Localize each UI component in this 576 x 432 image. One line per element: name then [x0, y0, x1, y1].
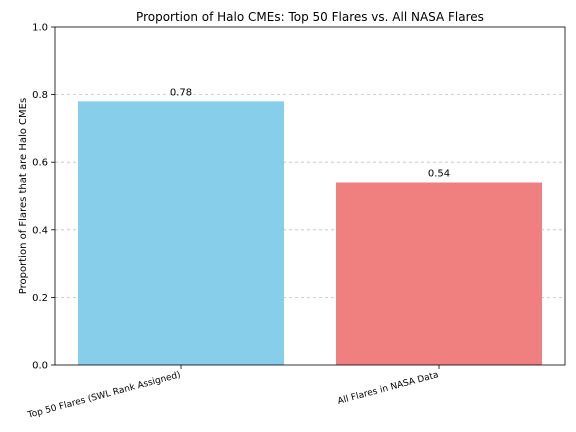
bars [78, 101, 542, 366]
bar [336, 182, 542, 365]
bar-value-label: 0.54 [428, 168, 450, 179]
y-tick-label: 0.4 [32, 225, 48, 236]
chart-title: Proportion of Halo CMEs: Top 50 Flares v… [136, 10, 484, 24]
y-tick-label: 0.0 [32, 361, 48, 372]
y-tick-label: 0.2 [32, 293, 48, 304]
x-tick-label: All Flares in NASA Data [337, 370, 440, 407]
y-tick-label: 1.0 [32, 23, 48, 34]
data-labels: 0.78 0.54 [170, 87, 450, 179]
plot-frame [54, 26, 566, 366]
x-axis-ticks: Top 50 Flares (SWL Rank Assigned) All Fla… [26, 365, 440, 421]
bar [78, 101, 284, 366]
y-axis-ticks: 0.0 0.2 0.4 0.6 0.8 1.0 [32, 23, 55, 372]
y-tick-label: 0.6 [32, 158, 48, 169]
y-tick-label: 0.8 [32, 90, 48, 101]
y-axis-label: Proportion of Flares that are Halo CMEs [18, 98, 29, 294]
x-tick-label: Top 50 Flares (SWL Rank Assigned) [26, 370, 182, 421]
bar-value-label: 0.78 [170, 87, 192, 98]
